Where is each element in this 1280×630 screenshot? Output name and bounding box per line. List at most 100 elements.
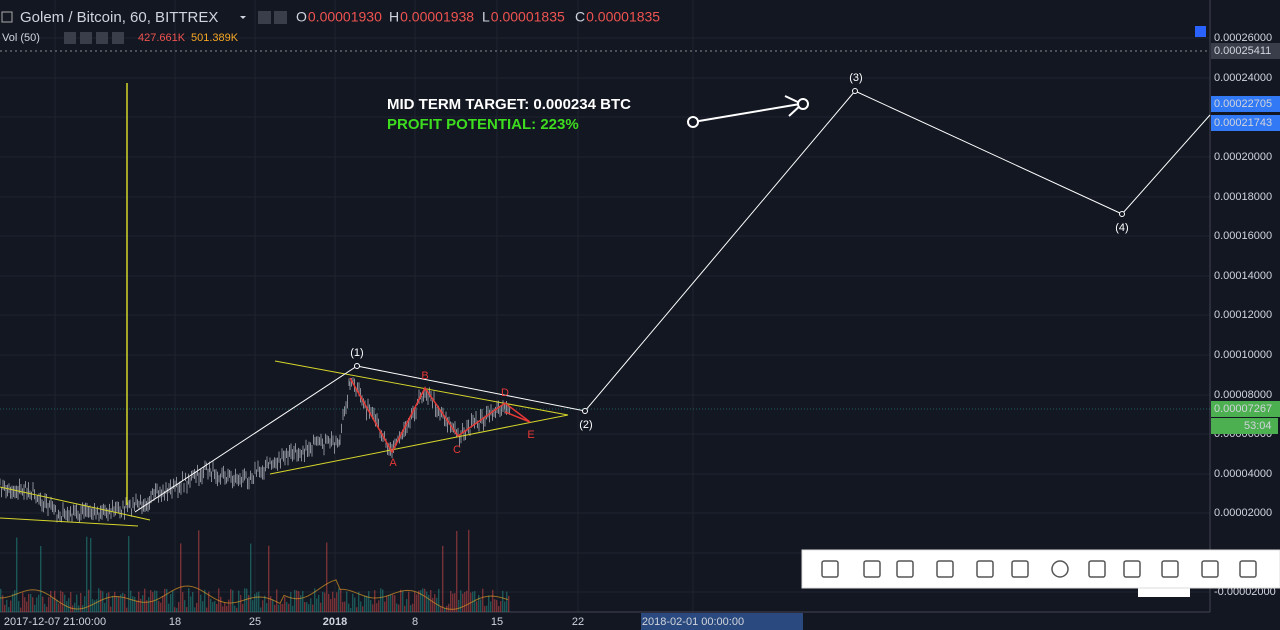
wave-point (1119, 211, 1125, 217)
volume-bar (260, 607, 262, 612)
arrow-start (687, 116, 699, 128)
icon[interactable] (258, 11, 271, 24)
volume-bar (70, 592, 72, 612)
volume-bar (22, 592, 24, 612)
volume-bar (302, 590, 304, 612)
ohlc-value: 0.00001938 (400, 9, 474, 25)
ohlc-value: 0.00001835 (491, 9, 565, 25)
volume-bar (390, 594, 392, 612)
time-label: 2018-02-01 00:00:00 (642, 616, 744, 628)
volume-bar (68, 598, 70, 612)
volume-bar (56, 599, 58, 612)
volume-bar (410, 605, 412, 612)
volume-bar (6, 599, 8, 612)
volume-bar (412, 603, 414, 612)
volume-bar (396, 603, 398, 612)
volume-bar (250, 543, 252, 612)
scale-button[interactable] (1195, 26, 1206, 37)
tool-icon[interactable] (863, 560, 881, 578)
tool-icon[interactable] (1201, 560, 1219, 578)
volume-bar (46, 606, 48, 612)
tool-icon[interactable] (976, 560, 994, 578)
point-label: E (527, 429, 534, 441)
point-label: D (501, 387, 509, 399)
volume-bar (288, 603, 290, 612)
icon[interactable] (64, 32, 76, 44)
time-axis: 2017-12-07 21:00:00 18 25 2018 8 15 22 2018-02-… (4, 613, 803, 630)
volume-bar (36, 597, 38, 612)
volume-bar (226, 605, 228, 612)
tool-icon[interactable] (1239, 560, 1257, 578)
volume-bar (364, 595, 366, 612)
price-label: 0.00020000 (1214, 151, 1272, 163)
volume-bar (268, 545, 270, 612)
volume-bar (296, 590, 298, 612)
ohlc-value: 0.00001835 (586, 9, 660, 25)
icon[interactable] (274, 11, 287, 24)
volume-bar (370, 600, 372, 612)
volume-bar (224, 602, 226, 612)
volume-bar (248, 595, 250, 612)
volume-bar (432, 597, 434, 612)
volume-bar (284, 596, 286, 612)
volume-bar (336, 592, 338, 612)
volume-bar (76, 594, 78, 612)
icon[interactable] (112, 32, 124, 44)
volume-bar (450, 590, 452, 612)
volume-bar (294, 589, 296, 612)
volume-bar (102, 591, 104, 612)
tool-icon[interactable] (896, 560, 914, 578)
volume-bar (120, 594, 122, 612)
volume-bar (192, 592, 194, 612)
volume-bar (14, 590, 16, 612)
tool-icon[interactable] (1123, 560, 1141, 578)
volume-bar (124, 594, 126, 612)
volume-bar (96, 599, 98, 612)
triangle-lower (269, 414, 569, 475)
volume-bar (164, 588, 166, 612)
tool-icon[interactable] (936, 560, 954, 578)
volume-bar (216, 604, 218, 612)
volume-bar (134, 596, 136, 612)
symbol[interactable]: Golem / Bitcoin, 60, BITTREX (20, 9, 218, 26)
tool-icon[interactable] (1011, 560, 1029, 578)
volume-bar (24, 597, 26, 612)
collapse-icon[interactable] (1, 11, 13, 23)
volume-bar (204, 589, 206, 612)
volume-bar (356, 607, 358, 612)
volume-bar (166, 588, 168, 612)
wave-label: (2) (579, 419, 592, 431)
dropdown[interactable] (240, 16, 246, 19)
volume-bar (402, 591, 404, 612)
volume-bar (18, 600, 20, 612)
volume-bar (392, 594, 394, 612)
volume-bar (442, 545, 444, 612)
volume-bar (180, 543, 182, 612)
volume-icons (64, 32, 124, 44)
tool-icon[interactable] (1051, 560, 1069, 578)
volume-bar (360, 601, 362, 612)
tool-icon[interactable] (1088, 560, 1106, 578)
tool-icon[interactable] (1161, 560, 1179, 578)
volume-bar (122, 592, 124, 612)
tool-icon[interactable] (821, 560, 839, 578)
icon[interactable] (96, 32, 108, 44)
volume-bar (488, 595, 490, 612)
volume-bar (94, 600, 96, 612)
volume-bar (258, 591, 260, 612)
volume-bar (176, 607, 178, 612)
volume-bar (456, 531, 458, 612)
icon[interactable] (80, 32, 92, 44)
volume-bar (274, 604, 276, 612)
volume-ma (0, 579, 509, 610)
volume-bar (240, 594, 242, 612)
volume-bar (466, 590, 468, 612)
grid (0, 0, 1210, 612)
volume-bar (206, 607, 208, 612)
volume-bar (272, 599, 274, 612)
volume-bar (190, 596, 192, 612)
ohlc-value: 0.00001930 (308, 9, 382, 25)
wave-labels: (1) (2) (3) (4) A B C D E (350, 72, 1128, 469)
volume-bar (152, 592, 154, 612)
